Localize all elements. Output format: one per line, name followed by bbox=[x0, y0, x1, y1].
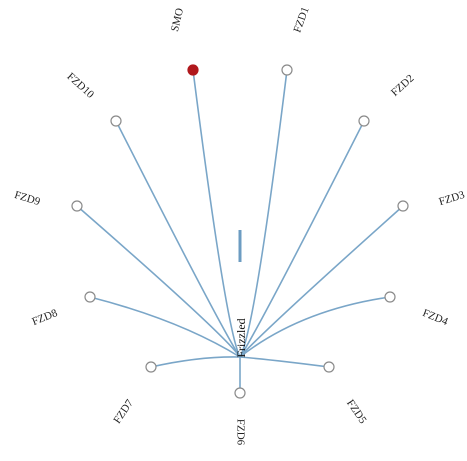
leaf-node-fzd9[interactable] bbox=[71, 200, 83, 212]
leaf-label-fzd10: FZD10 bbox=[64, 71, 96, 102]
leaf-node-smo[interactable] bbox=[187, 64, 199, 76]
leaf-node-fzd4[interactable] bbox=[384, 291, 396, 303]
leaf-node-fzd2[interactable] bbox=[358, 115, 370, 127]
branch-fzd2 bbox=[239, 120, 365, 358]
tree-leaf-nodes bbox=[71, 64, 409, 399]
leaf-node-fzd6[interactable] bbox=[234, 387, 246, 399]
branch-smo bbox=[192, 69, 241, 358]
branch-fzd3 bbox=[239, 205, 404, 358]
leaf-label-fzd6: FZD6 bbox=[234, 419, 246, 446]
leaf-label-fzd2: FZD2 bbox=[389, 72, 417, 99]
branch-fzd7 bbox=[150, 356, 241, 368]
leaf-node-fzd10[interactable] bbox=[110, 115, 122, 127]
branch-fzd4 bbox=[239, 296, 391, 358]
leaf-label-fzd3: FZD3 bbox=[438, 189, 467, 208]
leaf-node-fzd1[interactable] bbox=[281, 64, 293, 76]
branch-fzd8 bbox=[89, 296, 241, 358]
leaf-label-fzd8: FZD8 bbox=[30, 307, 59, 328]
branch-fzd1 bbox=[239, 69, 288, 358]
branch-fzd5 bbox=[239, 356, 330, 368]
leaf-node-fzd7[interactable] bbox=[145, 361, 157, 373]
leaf-label-fzd5: FZD5 bbox=[344, 397, 369, 426]
leaf-label-smo: SMO bbox=[169, 7, 186, 33]
leaf-label-fzd7: FZD7 bbox=[111, 397, 136, 426]
branch-fzd10 bbox=[115, 120, 241, 358]
leaf-label-fzd9: FZD9 bbox=[13, 189, 42, 208]
leaf-node-fzd5[interactable] bbox=[323, 361, 335, 373]
leaf-label-fzd4: FZD4 bbox=[421, 307, 450, 328]
root-label: Frizzled bbox=[234, 318, 248, 357]
leaf-node-fzd8[interactable] bbox=[84, 291, 96, 303]
branch-fzd9 bbox=[76, 205, 241, 358]
leaf-node-fzd3[interactable] bbox=[397, 200, 409, 212]
leaf-label-fzd1: FZD1 bbox=[291, 5, 311, 34]
tree-links bbox=[76, 69, 404, 393]
